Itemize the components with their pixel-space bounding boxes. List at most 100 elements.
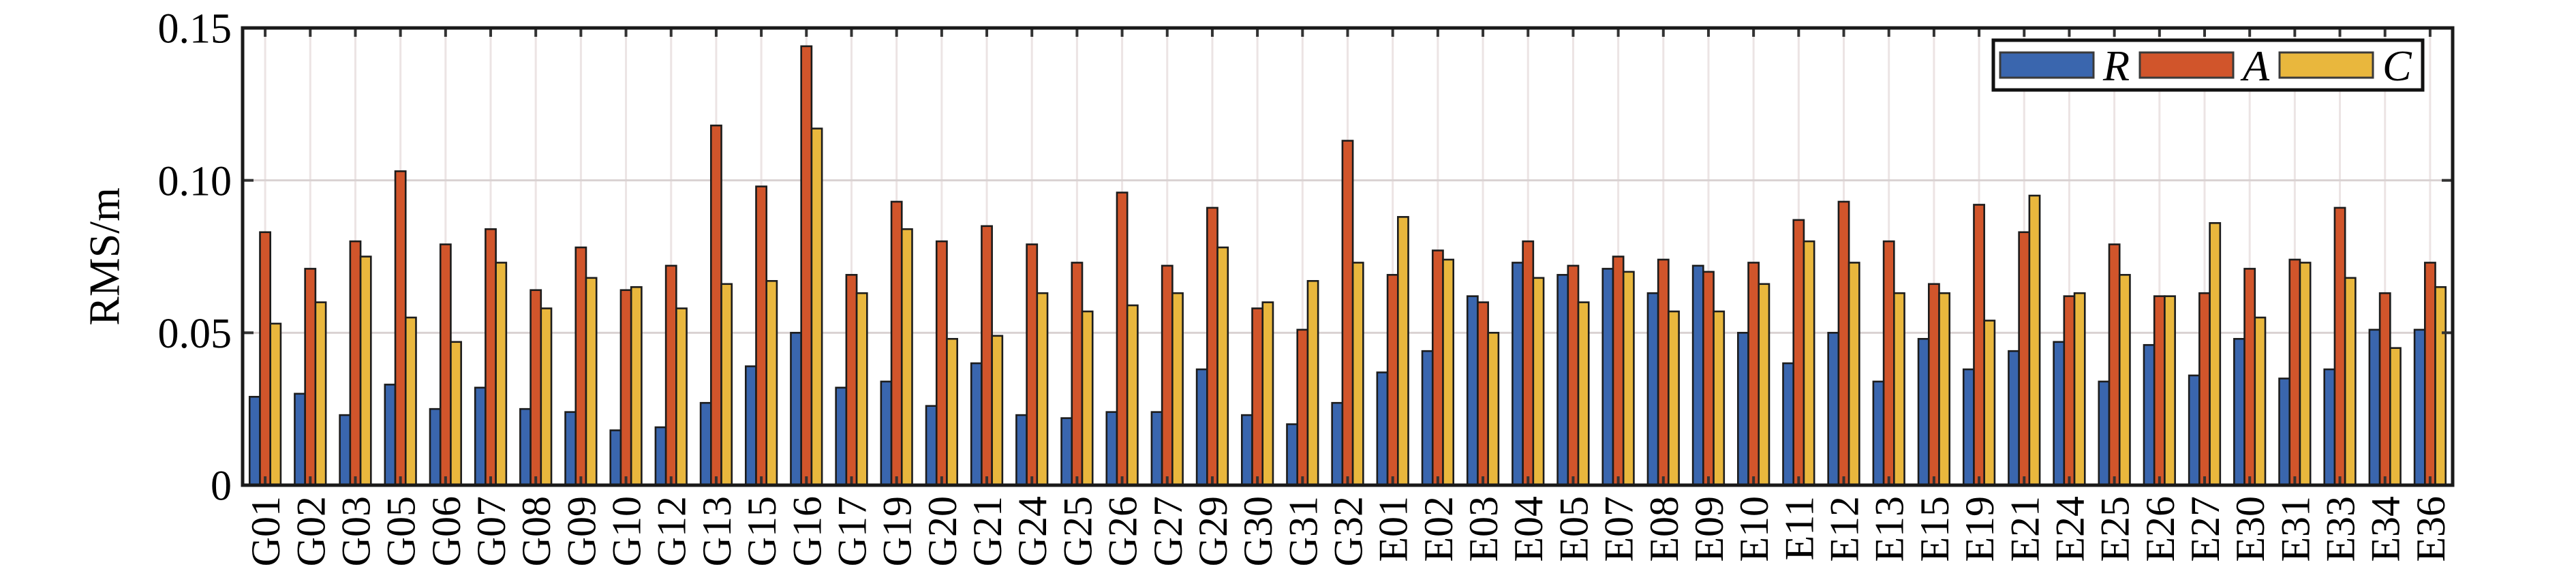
bar-C-G03 [359,256,372,487]
bar-R-G20 [925,405,938,487]
bar-C-G30 [1261,301,1274,487]
bar-A-G26 [1116,191,1129,487]
bar-R-E24 [2053,341,2066,487]
bar-R-G02 [294,393,306,487]
x-tick-label: E01 [1371,496,1416,562]
bar-R-E04 [1512,262,1524,487]
x-tick-label: G30 [1236,496,1281,566]
bar-R-G07 [474,386,487,487]
bar-R-G12 [654,426,667,487]
bar-R-E07 [1601,268,1614,487]
bar-R-G29 [1195,368,1208,487]
bar-C-G15 [765,279,778,487]
bar-R-G16 [790,332,802,487]
bar-A-G31 [1296,328,1309,487]
bar-R-G03 [339,414,352,487]
bar-R-E09 [1691,264,1704,487]
bar-C-E33 [2344,277,2357,487]
bar-A-G25 [1071,262,1084,487]
x-tick-label: E02 [1416,496,1461,562]
bar-R-E08 [1646,292,1659,487]
bar-C-E02 [1442,258,1455,487]
x-tick-label: E07 [1597,496,1642,562]
x-tick-label: G15 [739,496,784,566]
bar-A-G13 [710,124,722,487]
bar-R-E31 [2278,378,2291,487]
bar-A-E10 [1747,262,1760,487]
bar-A-G06 [439,243,452,487]
legend-swatch-A [2138,51,2235,79]
bar-C-G07 [495,262,508,487]
bar-R-G27 [1150,411,1163,487]
bar-A-G05 [394,170,407,487]
bar-A-E26 [2153,295,2166,487]
bar-A-G09 [574,246,587,487]
bar-A-E03 [1477,301,1489,487]
bar-C-G10 [630,286,643,487]
bar-A-E08 [1657,258,1670,487]
x-tick-label: E13 [1867,496,1912,562]
bar-R-G01 [248,395,261,487]
bar-C-G05 [404,316,417,487]
bar-C-E36 [2434,286,2447,487]
x-tick-label: E24 [2047,496,2092,562]
x-tick-label: G25 [1055,496,1100,566]
y-tick-label: 0.10 [158,158,232,204]
bar-A-G29 [1206,206,1218,487]
bar-C-G29 [1216,246,1229,487]
x-tick-label: E36 [2408,496,2453,562]
bar-C-E08 [1668,310,1680,487]
bar-C-G26 [1126,304,1139,487]
bar-A-G08 [530,289,542,487]
bar-R-G25 [1060,417,1073,487]
bar-C-E15 [1938,292,1951,487]
x-tick-label: G16 [784,496,829,566]
bar-A-G16 [800,45,813,487]
bar-C-E31 [2299,262,2312,487]
bar-C-E10 [1758,283,1770,487]
bar-C-E34 [2389,347,2402,487]
bar-A-G15 [755,185,768,487]
bar-C-E04 [1532,277,1545,487]
bar-R-E02 [1421,350,1434,487]
bar-A-E13 [1882,240,1895,487]
bar-C-G01 [269,322,282,487]
bar-A-E05 [1567,264,1580,487]
x-tick-label: E10 [1732,496,1777,562]
bar-A-E33 [2333,206,2346,487]
bar-A-E31 [2288,258,2301,487]
bar-A-G32 [1341,140,1354,487]
bar-R-E30 [2233,337,2245,487]
bar-C-E27 [2209,221,2222,487]
bar-R-E27 [2188,374,2201,487]
x-tick-label: E26 [2138,496,2183,562]
x-tick-label: G08 [514,496,559,566]
x-tick-label: G05 [379,496,424,566]
bar-R-E19 [1962,368,1975,487]
x-tick-label: G31 [1281,496,1325,566]
bar-A-E15 [1927,283,1940,487]
bar-R-E21 [2008,350,2020,487]
x-tick-label: E03 [1461,496,1506,562]
x-tick-label: G06 [424,496,469,566]
x-tick-label: E27 [2183,496,2228,562]
bar-R-G31 [1286,423,1299,487]
bar-C-E26 [2164,295,2176,487]
x-tick-label: G27 [1146,496,1191,566]
bar-R-E15 [1917,337,1930,487]
bar-C-E11 [1803,240,1815,487]
x-tick-label: G13 [694,496,739,566]
bar-A-G19 [890,200,903,487]
bar-C-E21 [2028,194,2041,487]
bar-R-E11 [1782,362,1795,487]
bar-C-G21 [991,335,1004,487]
bar-R-G08 [519,407,532,487]
bar-A-E09 [1702,271,1715,487]
bar-R-E01 [1376,371,1389,487]
bar-R-E26 [2143,343,2156,487]
bar-R-G17 [835,386,848,487]
bar-A-G07 [485,228,497,487]
x-tick-label: E25 [2093,496,2138,562]
x-tick-label: E08 [1642,496,1687,562]
bar-R-E34 [2368,328,2381,487]
